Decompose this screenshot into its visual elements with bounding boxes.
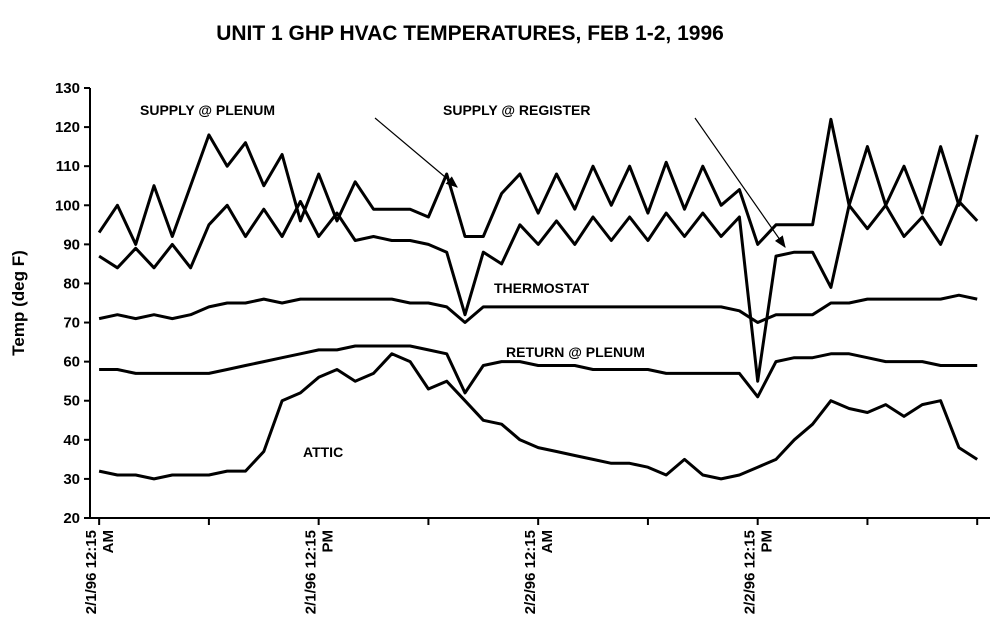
x-tick-label-line: 2/2/96 12:15 [522,530,539,614]
series-line [97,117,979,246]
annotation-arrow [374,117,458,188]
y-tick-label: 60 [63,354,80,371]
series-line [99,344,978,399]
y-tick-label: 20 [63,510,80,527]
x-tick-label: 2/1/96 12:15AM [83,530,117,614]
series-line [98,293,978,324]
x-tick-label-line: AM [100,530,117,553]
y-axis-label: Temp (deg F) [9,250,28,355]
x-tick-label-line: AM [539,530,556,553]
series-annotation: RETURN @ PLENUM [506,344,645,360]
x-tick-label-line: 2/1/96 12:15 [83,530,100,614]
annotation-arrow [694,117,786,248]
y-tick-label: 40 [63,432,80,449]
y-tick-label: 80 [63,275,80,292]
x-tick-label: 2/2/96 12:15AM [522,530,556,614]
y-tick-label: 30 [63,471,80,488]
x-tick-label-line: 2/2/96 12:15 [742,530,759,614]
y-tick-label: 90 [63,236,80,253]
x-tick-label: 2/2/96 12:15PM [742,530,776,614]
y-tick-label: 130 [55,80,80,97]
chart-title: UNIT 1 GHP HVAC TEMPERATURES, FEB 1-2, 1… [216,22,724,45]
series-line [98,199,979,383]
y-tick-label: 100 [55,197,80,214]
x-tick-label-line: 2/1/96 12:15 [303,530,320,614]
series-annotation: SUPPLY @ REGISTER [443,102,590,118]
series-annotation: ATTIC [303,444,343,460]
series-annotation: SUPPLY @ PLENUM [140,102,275,118]
x-tick-label-line: PM [759,530,776,553]
y-tick-label: 120 [55,119,80,136]
x-tick-label: 2/1/96 12:15PM [303,530,337,614]
y-tick-label: 110 [56,158,80,175]
series-line [98,352,979,481]
series-annotation: THERMOSTAT [494,280,590,296]
y-tick-label: 50 [63,393,80,410]
x-tick-label-line: PM [320,530,337,553]
y-tick-label: 70 [63,315,80,332]
